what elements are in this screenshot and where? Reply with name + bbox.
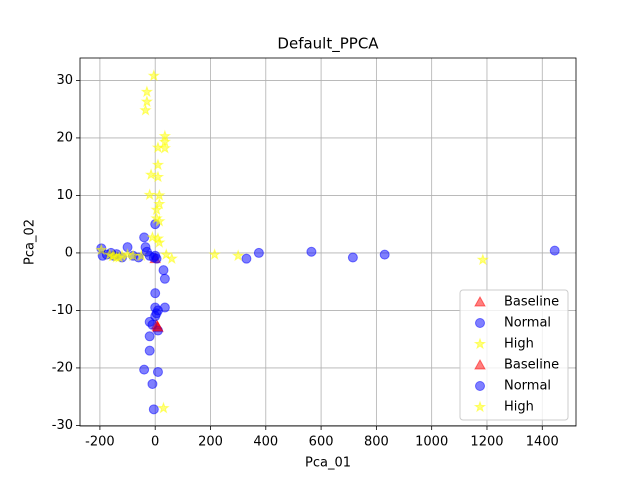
x-tick-label: -200: [85, 435, 115, 450]
point: [231, 249, 245, 262]
y-tick-label: 0: [65, 245, 73, 260]
point: [140, 85, 154, 98]
legend-marker: [474, 295, 486, 307]
point: [144, 331, 155, 342]
x-tick-label: 1400: [526, 435, 559, 450]
point: [139, 103, 152, 116]
x-tick-label: 1200: [470, 435, 503, 450]
x-axis-label: Pca_01: [305, 456, 351, 471]
y-tick-label: 20: [56, 130, 73, 145]
x-tick-label: 800: [364, 435, 389, 450]
point: [144, 345, 155, 356]
y-tick-label: -10: [52, 303, 73, 318]
y-tick-label: 30: [56, 73, 73, 88]
legend-label: High: [504, 400, 534, 415]
legend-label: Baseline: [504, 295, 559, 310]
point: [549, 245, 560, 256]
legend-marker: [475, 318, 485, 328]
point: [253, 247, 264, 258]
legend-marker: [475, 381, 485, 391]
point: [150, 203, 163, 216]
y-tick-label: 10: [56, 188, 73, 203]
point: [241, 253, 252, 264]
point: [157, 401, 170, 414]
point: [150, 311, 161, 322]
point: [148, 252, 159, 263]
point: [143, 188, 156, 201]
point: [95, 243, 108, 256]
point: [153, 236, 166, 248]
legend-marker: [474, 358, 486, 370]
x-tick-label: 200: [198, 435, 223, 450]
point: [151, 320, 164, 332]
legend-label: Normal: [504, 379, 551, 394]
y-tick-label: -20: [52, 360, 73, 375]
legend-box: [459, 289, 569, 421]
legend-label: High: [504, 337, 534, 352]
point: [476, 253, 490, 266]
point: [165, 252, 179, 264]
axes-frame: [79, 57, 577, 427]
x-tick-label: 1000: [415, 435, 448, 450]
point: [151, 158, 165, 171]
point: [146, 230, 159, 243]
legend-marker: [473, 337, 487, 350]
y-axis-label: Pca_02: [23, 219, 38, 265]
point: [115, 249, 129, 262]
x-tick-label: 0: [151, 435, 159, 450]
point: [141, 246, 152, 257]
point: [103, 248, 116, 260]
point: [151, 170, 165, 183]
point: [140, 95, 154, 107]
point: [151, 141, 165, 153]
plot-area: [95, 69, 560, 415]
legend-label: Normal: [504, 316, 551, 331]
point: [306, 246, 317, 257]
point: [147, 69, 161, 82]
x-tick-label: 400: [253, 435, 278, 450]
point: [153, 214, 166, 227]
point: [208, 248, 221, 260]
point: [153, 197, 166, 210]
point: [139, 364, 150, 375]
point: [144, 168, 158, 181]
y-tick-label: -30: [52, 418, 73, 433]
point: [147, 379, 158, 390]
point: [158, 265, 169, 276]
legend-marker: [473, 400, 487, 413]
point: [152, 366, 163, 377]
chart-title: Default_PPCA: [277, 35, 379, 54]
point: [347, 252, 358, 263]
point: [153, 188, 166, 201]
x-tick-label: 600: [309, 435, 334, 450]
legend: Baseline Normal High Baseline Normal High: [459, 289, 569, 421]
point: [139, 232, 150, 243]
point: [159, 273, 170, 284]
legend-label: Baseline: [504, 358, 559, 373]
ticks: -200 0 200 400 600 800 1000 1200 1400 -30 -20 -10 0 1…: [52, 73, 559, 450]
point: [379, 249, 390, 260]
point: [150, 288, 161, 299]
point: [148, 404, 159, 415]
